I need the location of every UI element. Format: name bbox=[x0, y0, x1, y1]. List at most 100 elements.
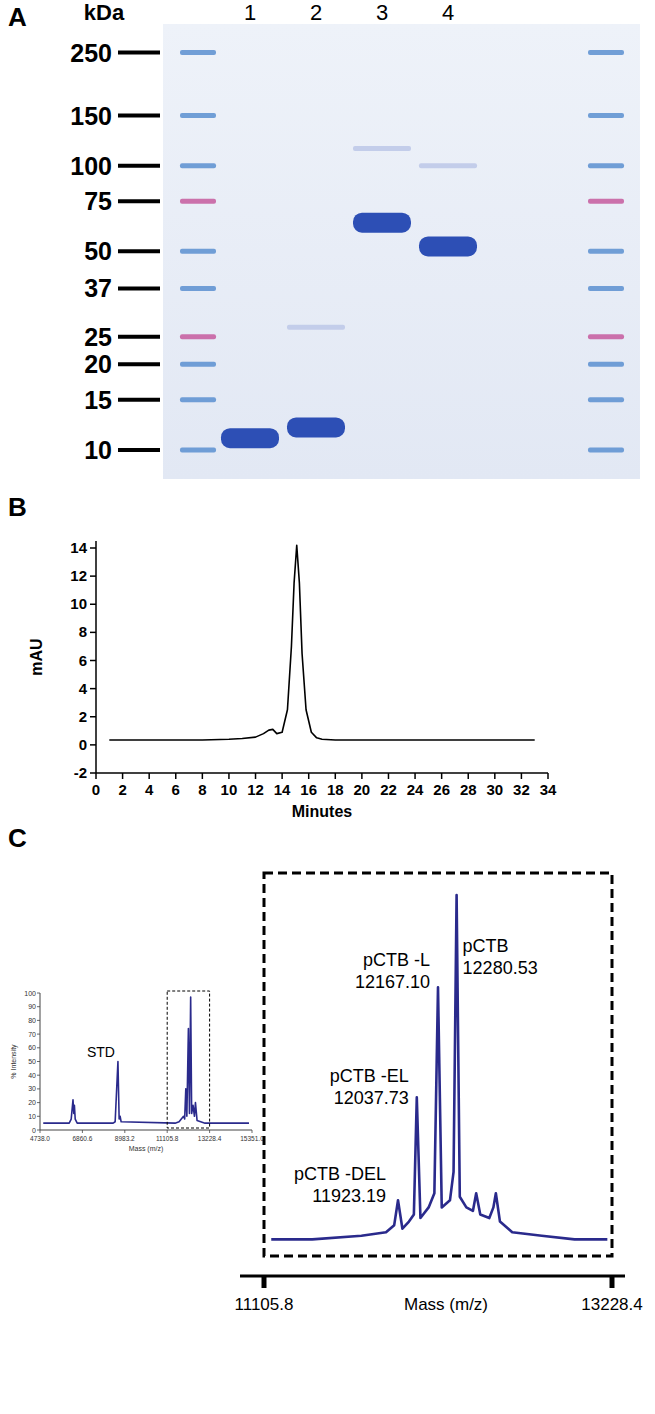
ladder-band bbox=[180, 334, 216, 339]
tick-label: 100 bbox=[70, 152, 112, 180]
tick-label: 12 bbox=[70, 567, 87, 584]
annotation-value: 12037.73 bbox=[334, 1088, 409, 1108]
data-line bbox=[109, 545, 534, 740]
zoom-box bbox=[264, 873, 612, 1256]
tick-label: 8 bbox=[79, 623, 87, 640]
tick bbox=[118, 199, 160, 203]
x-axis bbox=[40, 1130, 252, 1131]
panel-label: A bbox=[8, 2, 27, 32]
ladder-band bbox=[588, 286, 624, 291]
tick bbox=[118, 362, 160, 366]
tick-label: 90 bbox=[28, 1003, 36, 1010]
tick bbox=[90, 660, 96, 662]
tick-label: 30 bbox=[486, 781, 503, 798]
tick-label: 2 bbox=[118, 781, 126, 798]
tick-label: 26 bbox=[433, 781, 450, 798]
tick bbox=[388, 773, 390, 779]
tick-label: 25 bbox=[84, 323, 112, 351]
tick bbox=[118, 335, 160, 339]
tick bbox=[118, 51, 160, 55]
tick bbox=[37, 993, 40, 994]
tick-label: 30 bbox=[28, 1085, 36, 1092]
gel-bands bbox=[180, 50, 624, 452]
tick bbox=[90, 772, 96, 774]
tick bbox=[414, 773, 416, 779]
tick bbox=[441, 773, 443, 779]
ladder-band bbox=[180, 113, 216, 118]
tick bbox=[209, 1130, 210, 1133]
axis-title: % Intensity bbox=[10, 1044, 18, 1079]
tick-label: 32 bbox=[513, 781, 530, 798]
tick-label: 10 bbox=[84, 436, 112, 464]
tick bbox=[37, 1047, 40, 1048]
annotation-value: 11923.19 bbox=[312, 1186, 386, 1206]
tick bbox=[252, 1130, 253, 1133]
tick bbox=[494, 773, 496, 779]
tick-label: 6 bbox=[172, 781, 180, 798]
tick-label: 20 bbox=[28, 1099, 36, 1106]
tick-label: 13228.4 bbox=[198, 1135, 222, 1142]
ladder-band bbox=[180, 397, 216, 402]
band bbox=[419, 163, 477, 168]
tick-label: 15351.0 bbox=[240, 1135, 264, 1142]
tick bbox=[281, 773, 283, 779]
band bbox=[221, 428, 279, 448]
tick bbox=[175, 773, 177, 779]
ladder-band bbox=[180, 447, 216, 452]
plot-area bbox=[271, 895, 607, 1239]
tick bbox=[118, 249, 160, 253]
ladder-band bbox=[180, 362, 216, 367]
tick bbox=[122, 773, 124, 779]
tick-label: 22 bbox=[380, 781, 397, 798]
band bbox=[419, 236, 477, 256]
tick-label: 2 bbox=[79, 708, 87, 725]
tick-label: 20 bbox=[354, 781, 371, 798]
tick-label: 37 bbox=[84, 274, 112, 302]
annotation: pCTB -DEL bbox=[294, 1164, 386, 1184]
tick-label: 8983.2 bbox=[115, 1135, 135, 1142]
tick bbox=[90, 744, 96, 746]
tick-label: 14 bbox=[274, 781, 291, 798]
tick bbox=[255, 773, 257, 779]
axis-title: Mass (m/z) bbox=[404, 1295, 488, 1314]
ladder-band bbox=[588, 249, 624, 254]
tick bbox=[90, 688, 96, 690]
lane-label: 1 bbox=[244, 0, 256, 25]
tick bbox=[547, 773, 549, 779]
tick bbox=[202, 773, 204, 779]
ladder-band bbox=[180, 286, 216, 291]
tick bbox=[90, 547, 96, 549]
annotation: pCTB -EL bbox=[330, 1066, 409, 1086]
tick bbox=[37, 1061, 40, 1062]
tick bbox=[37, 1116, 40, 1117]
tick-label: 0 bbox=[92, 781, 100, 798]
tick-label: 8 bbox=[198, 781, 206, 798]
tick bbox=[118, 164, 160, 168]
tick-label: 11105.8 bbox=[235, 1295, 294, 1314]
ladder-band bbox=[588, 50, 624, 55]
tick bbox=[361, 773, 363, 779]
band bbox=[287, 417, 345, 437]
tick-label: 24 bbox=[407, 781, 424, 798]
tick-label: 6 bbox=[79, 652, 87, 669]
panel-label: B bbox=[8, 492, 27, 522]
tick-label: 10 bbox=[70, 595, 87, 612]
lane-label: 2 bbox=[310, 0, 322, 25]
tick bbox=[521, 773, 523, 779]
tick-label: 250 bbox=[70, 39, 112, 67]
x-axis bbox=[96, 772, 548, 774]
tick-label: 6860.6 bbox=[72, 1135, 92, 1142]
ladder-band bbox=[180, 163, 216, 168]
ladder-band bbox=[180, 50, 216, 55]
tick-label: 100 bbox=[24, 990, 36, 997]
tick bbox=[90, 632, 96, 634]
tick-label: 34 bbox=[540, 781, 557, 798]
tick-label: 15 bbox=[84, 386, 112, 414]
tick-label: 80 bbox=[28, 1017, 36, 1024]
tick bbox=[90, 604, 96, 606]
tick-label: 40 bbox=[28, 1072, 36, 1079]
tick bbox=[95, 773, 97, 779]
tick bbox=[37, 1102, 40, 1103]
annotation: pCTB -L bbox=[363, 950, 430, 970]
ladder-band bbox=[588, 199, 624, 204]
